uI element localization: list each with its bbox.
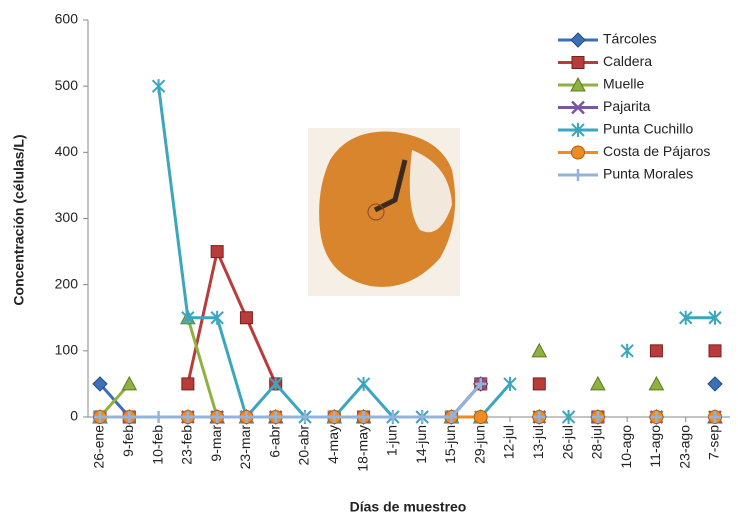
x-tick-label: 23-mar xyxy=(237,425,253,470)
x-tick-label: 18-may xyxy=(354,425,370,472)
marker xyxy=(650,411,663,423)
cell-light xyxy=(409,150,452,233)
legend-label: Tárcoles xyxy=(603,31,657,47)
marker xyxy=(416,411,429,423)
x-tick-label: 23-feb xyxy=(179,425,195,465)
x-tick-label: 11-ago xyxy=(647,425,663,468)
marker xyxy=(445,411,458,423)
marker xyxy=(708,344,722,358)
x-tick-label: 9-mar xyxy=(208,425,224,462)
y-tick-label: 100 xyxy=(55,342,79,358)
marker xyxy=(648,375,665,391)
x-tick-label: 10-ago xyxy=(618,425,634,469)
legend: Tárcoles Caldera Muelle Pajarita Punta Cuchi… xyxy=(558,31,710,182)
x-axis-title: Días de muestreo xyxy=(350,499,467,515)
marker xyxy=(94,411,106,423)
marker xyxy=(181,411,194,423)
marker xyxy=(211,411,224,423)
y-tick-label: 200 xyxy=(55,275,79,291)
marker xyxy=(590,375,606,391)
y-tick-label: 600 xyxy=(55,11,79,27)
cell-nucleus xyxy=(367,203,385,221)
y-axis-title: Concentración (células/L) xyxy=(11,134,27,305)
y-tick-label: 500 xyxy=(55,77,79,93)
marker xyxy=(210,245,224,259)
marker xyxy=(240,411,253,423)
marker xyxy=(532,377,546,391)
x-tick-label: 26-ene xyxy=(91,425,107,469)
marker xyxy=(571,145,585,160)
x-tick-label: 14-jun xyxy=(413,425,429,464)
marker xyxy=(269,411,282,423)
marker xyxy=(572,169,584,181)
series xyxy=(94,378,721,423)
marker xyxy=(123,411,136,423)
marker xyxy=(239,311,253,325)
x-tick-label: 28-jul xyxy=(589,425,605,459)
legend-label: Muelle xyxy=(603,76,644,92)
legend-label: Caldera xyxy=(603,53,652,69)
marker xyxy=(707,376,723,392)
marker xyxy=(328,411,341,423)
cell-photo xyxy=(308,128,460,296)
legend-label: Pajarita xyxy=(603,98,651,114)
x-tick-label: 23-ago xyxy=(676,425,692,469)
marker xyxy=(570,76,586,92)
x-tick-label: 13-jul xyxy=(530,425,546,459)
x-tick-label: 12-jul xyxy=(501,425,517,459)
marker xyxy=(709,411,721,423)
marker xyxy=(92,376,108,392)
marker xyxy=(503,376,517,391)
marker xyxy=(570,32,586,48)
marker xyxy=(571,56,585,69)
marker xyxy=(649,344,663,358)
marker xyxy=(269,376,283,391)
marker xyxy=(571,123,585,137)
x-tick-label: 9-feb xyxy=(120,425,136,457)
legend-label: Punta Morales xyxy=(603,166,693,182)
marker xyxy=(181,310,195,325)
marker xyxy=(356,376,371,391)
marker xyxy=(591,411,604,423)
x-tick-label: 15-jun xyxy=(442,425,458,464)
y-tick-label: 300 xyxy=(55,209,79,225)
marker xyxy=(679,310,693,325)
marker xyxy=(531,342,548,358)
marker xyxy=(121,375,138,391)
marker xyxy=(474,377,487,390)
legend-label: Costa de Pájaros xyxy=(603,143,710,159)
marker xyxy=(181,377,195,391)
x-tick-label: 20-abr xyxy=(296,425,312,466)
marker xyxy=(210,310,224,325)
marker xyxy=(299,411,311,423)
marker xyxy=(386,411,399,423)
y-tick-label: 0 xyxy=(70,408,78,424)
x-tick-label: 7-sep xyxy=(706,425,722,460)
series xyxy=(92,309,723,424)
x-tick-label: 1-jun xyxy=(384,425,400,456)
marker xyxy=(473,410,488,424)
x-tick-label: 29-jun xyxy=(471,425,487,464)
marker xyxy=(357,411,370,423)
x-tick-label: 4-may xyxy=(325,425,341,464)
y-tick-label: 400 xyxy=(55,143,79,159)
marker xyxy=(571,100,585,115)
legend-label: Punta Cuchillo xyxy=(603,121,693,137)
marker xyxy=(151,79,166,94)
x-tick-label: 26-jul xyxy=(559,425,575,459)
x-tick-label: 10-feb xyxy=(149,425,165,465)
marker xyxy=(708,310,722,325)
marker xyxy=(533,411,546,423)
marker xyxy=(561,410,576,424)
marker xyxy=(152,411,165,423)
x-tick-label: 6-abr xyxy=(266,425,282,458)
marker xyxy=(620,343,634,358)
